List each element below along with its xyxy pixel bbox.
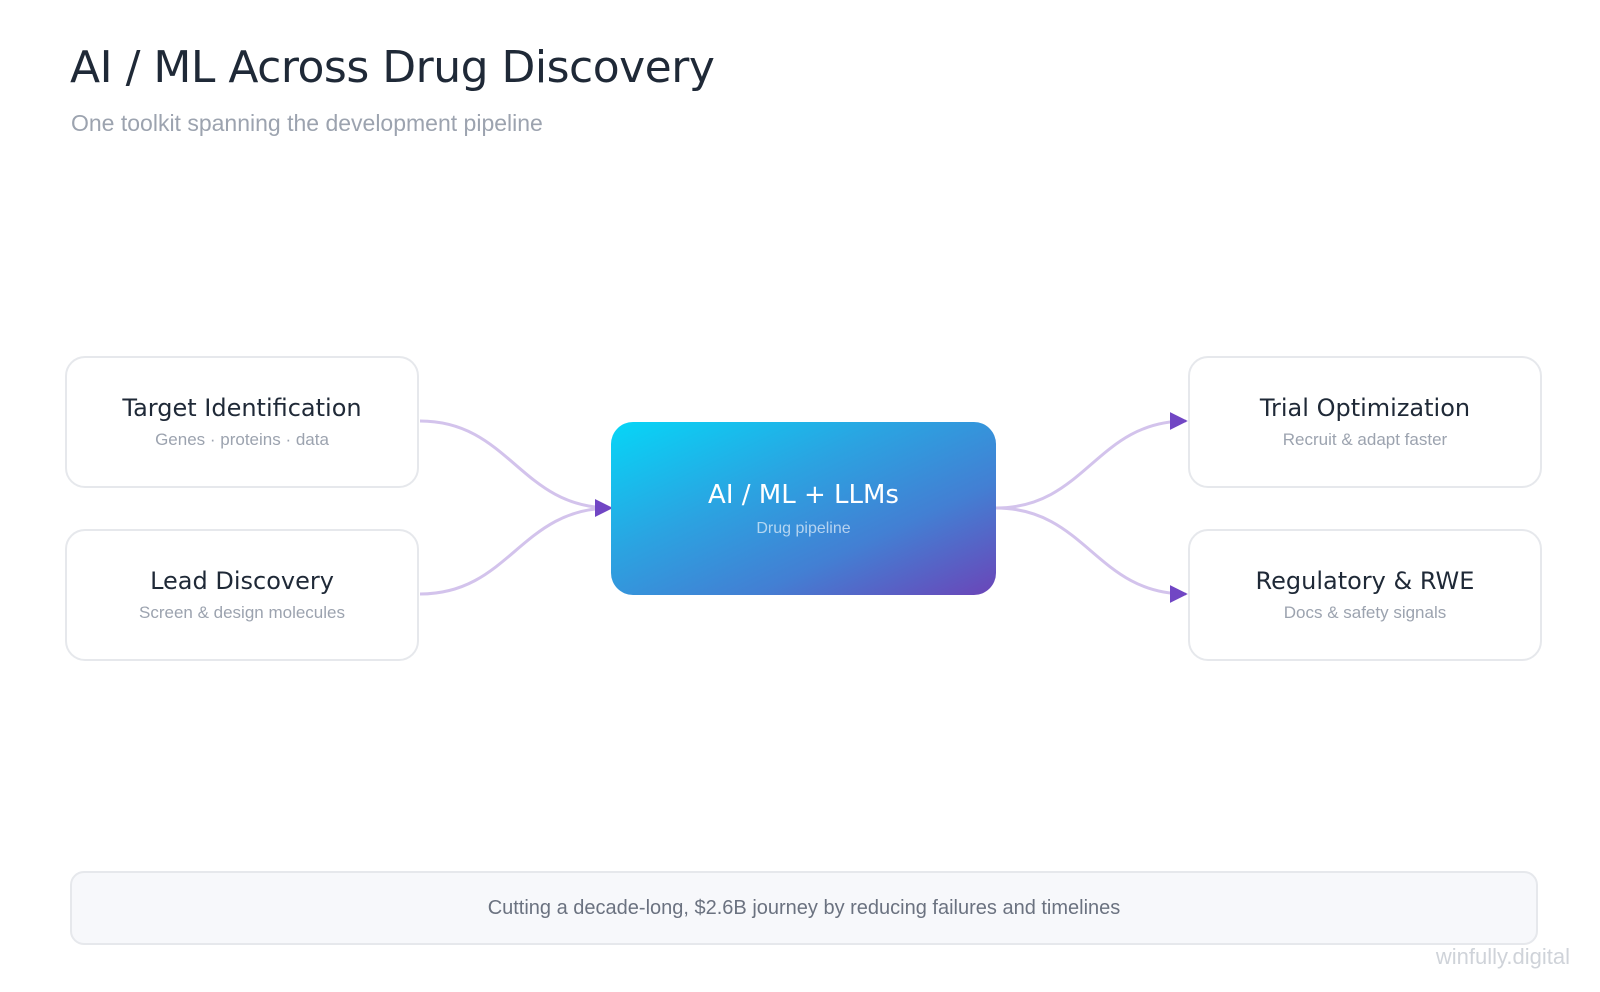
node-title: Regulatory & RWE xyxy=(1255,567,1475,595)
center-subtitle: Drug pipeline xyxy=(756,519,851,537)
node-subtitle: Docs & safety signals xyxy=(1283,603,1447,622)
page-subtitle: One toolkit spanning the development pip… xyxy=(71,110,543,136)
footer-banner: Cutting a decade-long, $2.6B journey by … xyxy=(70,871,1538,945)
connector-center-to-trial xyxy=(995,412,1188,510)
connector-lead-to-center xyxy=(419,499,613,596)
node-trial-optimization: Trial Optimization Recruit & adapt faste… xyxy=(1188,356,1542,488)
center-node: AI / ML + LLMs Drug pipeline xyxy=(611,422,996,595)
center-title: AI / ML + LLMs xyxy=(708,479,899,510)
node-subtitle: Genes · proteins · data xyxy=(155,430,329,449)
node-title: Target Identification xyxy=(122,394,362,422)
footer-text: Cutting a decade-long, $2.6B journey by … xyxy=(487,896,1121,919)
node-regulatory-rwe: Regulatory & RWE Docs & safety signals xyxy=(1188,529,1542,661)
node-target-identification: Target Identification Genes · proteins ·… xyxy=(65,356,419,488)
connector-target-to-center xyxy=(419,419,613,517)
node-subtitle: Screen & design molecules xyxy=(138,603,345,622)
node-subtitle: Recruit & adapt faster xyxy=(1282,430,1448,449)
watermark: winfully.digital xyxy=(1435,944,1570,969)
node-title: Trial Optimization xyxy=(1259,394,1471,422)
page-title: AI / ML Across Drug Discovery xyxy=(70,42,715,93)
node-title: Lead Discovery xyxy=(150,567,334,595)
node-lead-discovery: Lead Discovery Screen & design molecules xyxy=(65,529,419,661)
connector-center-to-regulatory xyxy=(995,506,1188,603)
